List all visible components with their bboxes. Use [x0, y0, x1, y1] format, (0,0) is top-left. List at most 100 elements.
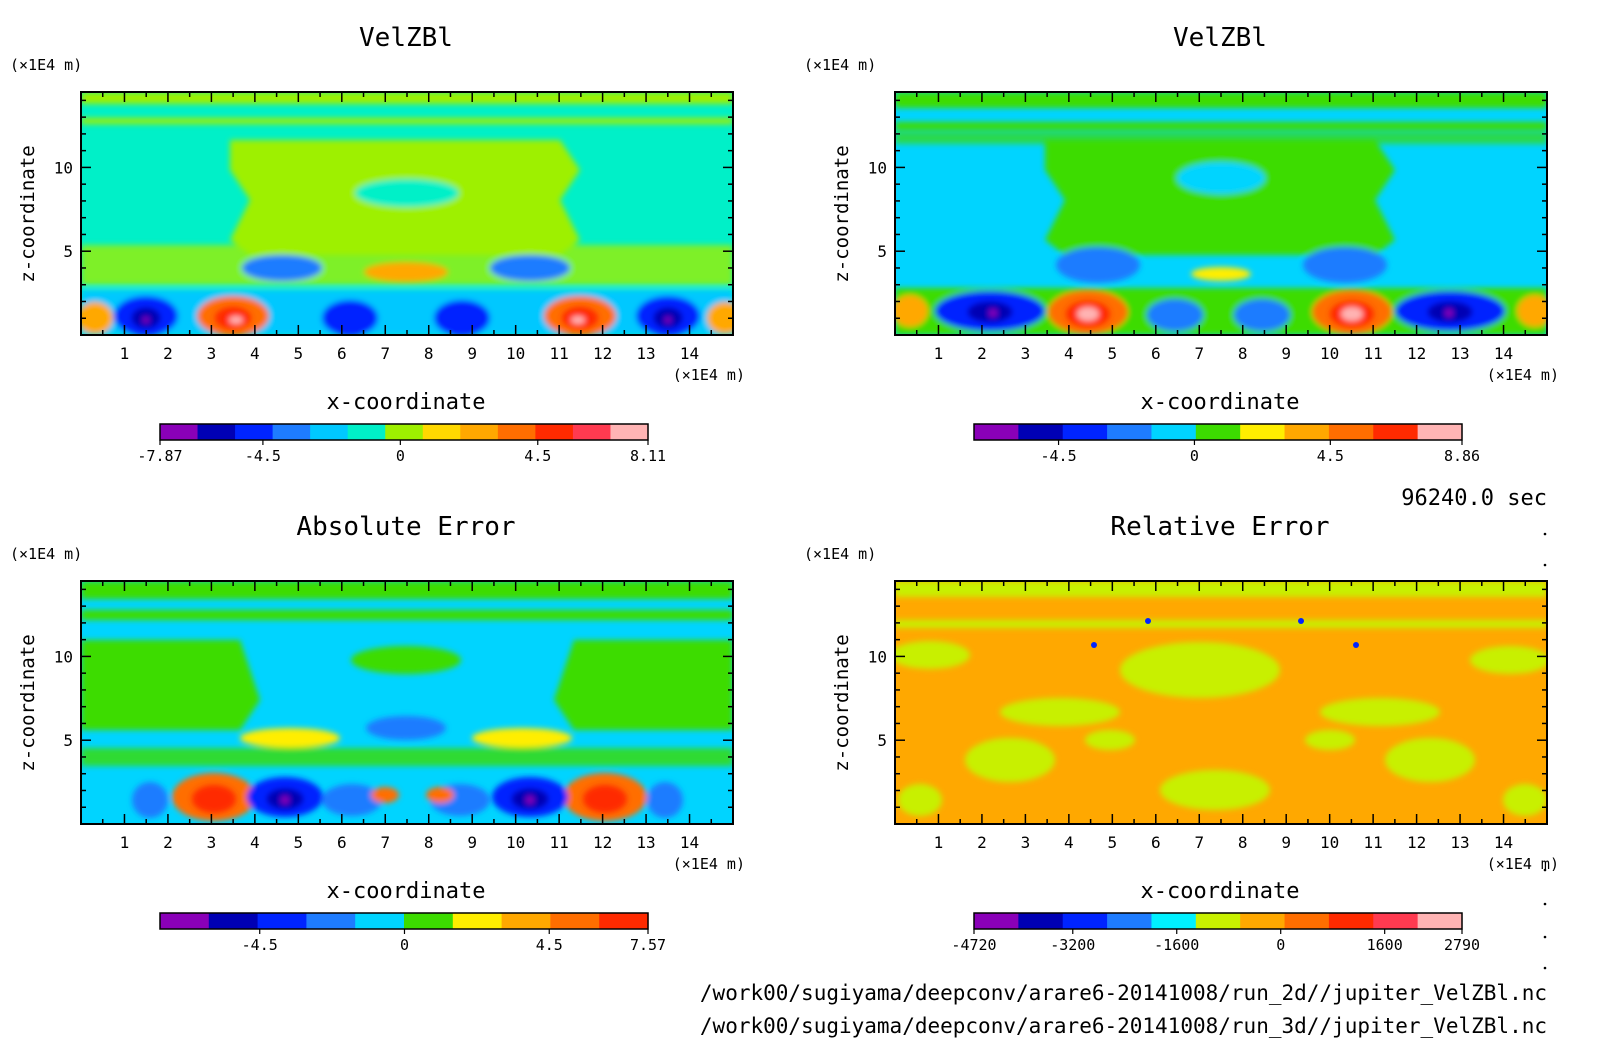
x-tick-label: 13: [1450, 344, 1469, 363]
field-region: [81, 640, 260, 730]
x-tick-label: 14: [1494, 833, 1513, 852]
field-core: [281, 796, 289, 804]
colorbar-tick-label: 8.86: [1444, 447, 1480, 465]
colorbar-segment: [385, 424, 424, 440]
x-tick-label: 1: [934, 833, 944, 852]
colorbar-segment: [1107, 913, 1153, 929]
x-tick-label: 2: [977, 833, 987, 852]
colorbar-segment: [572, 424, 612, 440]
colorbar-tick-label: -1600: [1154, 936, 1199, 954]
field-core: [192, 785, 236, 813]
panel-title: VelZBl: [1173, 23, 1267, 53]
colorbar: -4720 -3200 -1600 0 1600 2790: [951, 912, 1480, 954]
field-region: [1517, 295, 1547, 327]
field-band: [81, 581, 733, 599]
colorbar-segment: [535, 424, 574, 440]
x-tick-label: 11: [550, 833, 569, 852]
y-tick-label: 5: [877, 731, 887, 750]
colorbar-segment: [1062, 424, 1108, 440]
colorbar-tick-label: 4.5: [524, 447, 551, 465]
x-tick-label: 10: [506, 344, 525, 363]
x-tick-label: 2: [163, 833, 173, 852]
colorbar-segment: [1151, 913, 1197, 929]
x-tick-label: 12: [593, 833, 612, 852]
x-tick-label: 9: [467, 344, 477, 363]
x-tick-label: 7: [380, 344, 390, 363]
x-tick-label: 10: [1320, 344, 1339, 363]
x-tick-label: 3: [1021, 344, 1031, 363]
x-tick-label: 5: [1108, 344, 1118, 363]
x-tick-label: 14: [680, 344, 699, 363]
colorbar-segment: [197, 424, 236, 440]
panel-title: VelZBl: [359, 23, 453, 53]
x-axis-label: x-coordinate: [327, 390, 486, 415]
field-region: [364, 262, 448, 282]
x-tick-label: 1: [120, 833, 130, 852]
field-region: [1320, 698, 1440, 726]
field-region: [371, 787, 399, 803]
x-tick-label: 4: [250, 344, 260, 363]
field-region: [1385, 738, 1475, 782]
field-core: [1341, 307, 1363, 321]
field-region: [132, 782, 168, 818]
dot-marker: [1543, 868, 1547, 872]
x-tick-label: 11: [1364, 344, 1383, 363]
field-region: [322, 784, 382, 816]
y-tick-label: 5: [877, 242, 887, 261]
x-tick-label: 6: [337, 833, 347, 852]
colorbar-segment: [1373, 424, 1419, 440]
field-core: [665, 317, 671, 323]
x-tick-label: 4: [1064, 344, 1074, 363]
x-tick-label: 7: [1194, 344, 1204, 363]
y-unit-label: (×1E4 m): [10, 545, 82, 563]
field-core: [1077, 307, 1099, 321]
field-region: [1303, 247, 1387, 283]
field-core: [229, 316, 243, 324]
field-core: [571, 316, 585, 324]
x-tick-label: 10: [1320, 833, 1339, 852]
dot-marker: [1543, 563, 1547, 567]
colorbar-tick-label: -4720: [951, 936, 996, 954]
x-tick-label: 14: [680, 833, 699, 852]
dot-markers: [1543, 532, 1547, 970]
x-tick-label: 11: [1364, 833, 1383, 852]
colorbar-segment: [1195, 424, 1241, 440]
x-tick-label: 12: [593, 344, 612, 363]
colorbar-tick-label: -4.5: [245, 447, 281, 465]
colorbar-segment: [1328, 913, 1374, 929]
field-region: [1234, 299, 1290, 331]
colorbar-tick-label: 4.5: [536, 936, 563, 954]
panel-absolute-error: Absolute Error (×1E4 m): [10, 512, 745, 954]
colorbar-frame: [973, 423, 1463, 441]
field-band: [895, 92, 1547, 108]
colorbar-segment: [404, 913, 454, 929]
field-band: [895, 122, 1547, 130]
x-tick-label: 8: [1238, 833, 1248, 852]
colorbar-segment: [1417, 424, 1463, 440]
x-tick-label: 8: [1238, 344, 1248, 363]
colorbar-tick-label: -4.5: [242, 936, 278, 954]
panel-title: Absolute Error: [296, 512, 515, 542]
field-region: [240, 728, 340, 748]
field-region: [1000, 698, 1120, 726]
dot-marker: [1543, 966, 1547, 970]
colorbar-segment: [1240, 913, 1286, 929]
colorbar-tick-label: 0: [400, 936, 409, 954]
x-tick-label: 13: [636, 344, 655, 363]
y-axis-label: z-coordinate: [17, 145, 39, 282]
colorbar-segment: [310, 424, 349, 440]
colorbar-segment: [974, 424, 1019, 440]
colorbar-tick-label: 4.5: [1317, 447, 1344, 465]
field-core: [143, 317, 149, 323]
colorbar-segment: [610, 424, 649, 440]
colorbar-segment: [1284, 424, 1330, 440]
x-tick-label: 13: [1450, 833, 1469, 852]
dot-marker: [1543, 935, 1547, 939]
colorbar-tick-label: 8.11: [630, 447, 666, 465]
x-axis-label: x-coordinate: [327, 879, 486, 904]
colorbar-segment: [160, 424, 199, 440]
field-region: [1045, 140, 1395, 255]
